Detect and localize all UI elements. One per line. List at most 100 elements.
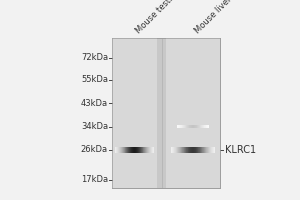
Bar (120, 147, 121, 153)
Bar (140, 147, 141, 153)
Bar (152, 147, 153, 153)
Bar (148, 147, 149, 153)
Bar (139, 147, 140, 153)
Bar (203, 147, 204, 153)
Bar (200, 147, 201, 153)
Text: Mouse liver: Mouse liver (193, 0, 234, 35)
Bar (130, 147, 131, 153)
Bar (209, 147, 210, 153)
Bar (149, 147, 150, 153)
Bar (143, 147, 144, 153)
Bar (123, 147, 124, 153)
Bar (121, 147, 122, 153)
Bar (137, 147, 138, 153)
Bar (173, 147, 174, 153)
Bar (148, 147, 149, 153)
Bar (134, 147, 135, 153)
Bar (175, 147, 176, 153)
Bar (132, 147, 133, 153)
Text: 34kDa: 34kDa (81, 122, 108, 131)
Bar (178, 147, 179, 153)
Bar (144, 147, 145, 153)
Bar (130, 147, 131, 153)
Bar (112, 38, 157, 188)
Text: 17kDa: 17kDa (81, 175, 108, 184)
Bar (142, 147, 143, 153)
Bar (124, 147, 125, 153)
Bar (183, 147, 184, 153)
Bar (126, 147, 127, 153)
Bar (146, 147, 147, 153)
Bar (207, 147, 208, 153)
Bar (211, 147, 212, 153)
Bar (128, 147, 129, 153)
Bar (180, 147, 181, 153)
Bar (187, 147, 188, 153)
Bar (144, 147, 145, 153)
Bar (136, 147, 137, 153)
Text: 72kDa: 72kDa (81, 53, 108, 62)
Bar (141, 147, 142, 153)
Bar (202, 147, 203, 153)
Bar (196, 147, 197, 153)
Bar (208, 147, 209, 153)
Bar (205, 147, 206, 153)
Bar (213, 147, 214, 153)
Bar (179, 147, 180, 153)
Bar (198, 147, 199, 153)
Bar (205, 147, 206, 153)
Bar (193, 147, 194, 153)
Text: 26kDa: 26kDa (81, 145, 108, 154)
Bar (184, 147, 185, 153)
Bar (150, 147, 151, 153)
Bar (138, 147, 139, 153)
Bar (131, 147, 132, 153)
Bar (171, 147, 172, 153)
Bar (176, 147, 177, 153)
Bar (117, 147, 118, 153)
Bar (153, 147, 154, 153)
Bar (184, 147, 185, 153)
Bar (195, 147, 196, 153)
Bar (112, 38, 220, 188)
Bar (174, 147, 175, 153)
Bar (147, 147, 148, 153)
Bar (181, 147, 182, 153)
Bar (135, 147, 136, 153)
Bar (122, 147, 123, 153)
Bar (129, 147, 130, 153)
Bar (194, 147, 195, 153)
Bar (189, 147, 190, 153)
Bar (117, 147, 118, 153)
Bar (125, 147, 126, 153)
Bar (115, 147, 116, 153)
Bar (214, 147, 215, 153)
Bar (198, 147, 199, 153)
Bar (188, 147, 189, 153)
Bar (182, 147, 183, 153)
Text: Mouse testis: Mouse testis (134, 0, 178, 35)
Bar (201, 147, 202, 153)
Bar (193, 147, 194, 153)
Bar (127, 147, 128, 153)
Bar (116, 147, 117, 153)
Bar (166, 38, 220, 188)
Bar (177, 147, 178, 153)
Bar (202, 147, 203, 153)
Bar (153, 147, 154, 153)
Bar (133, 147, 134, 153)
Bar (185, 147, 186, 153)
Bar (145, 147, 146, 153)
Bar (210, 147, 211, 153)
Bar (204, 147, 205, 153)
Bar (190, 147, 191, 153)
Bar (172, 147, 173, 153)
Bar (206, 147, 207, 153)
Text: KLRC1: KLRC1 (225, 145, 256, 155)
Text: 55kDa: 55kDa (81, 75, 108, 84)
Bar (191, 147, 192, 153)
Bar (196, 147, 197, 153)
Bar (197, 147, 198, 153)
Bar (151, 147, 152, 153)
Bar (212, 147, 213, 153)
